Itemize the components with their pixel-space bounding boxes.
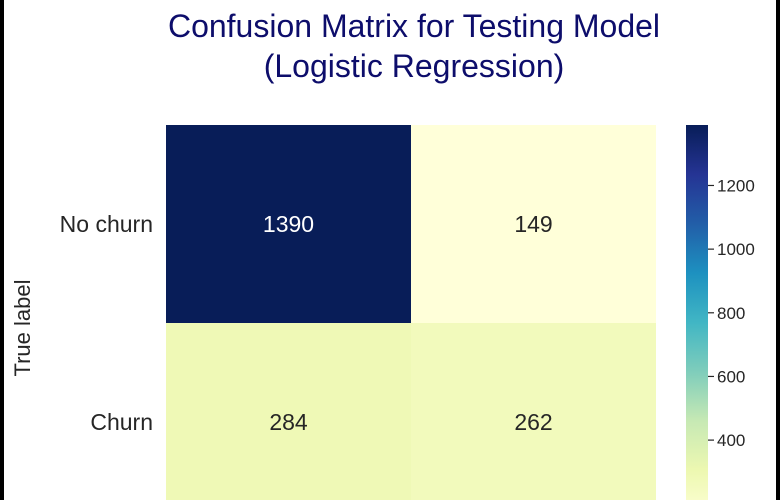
heatmap-cell-r1-c1	[411, 323, 656, 500]
heatmap-cell-r1-c0	[166, 323, 411, 500]
colorbar	[686, 125, 708, 500]
cell-value-r1-c1: 262	[514, 409, 552, 435]
row-label-1: Churn	[90, 409, 153, 435]
chart-frame: Confusion Matrix for Testing Model (Logi…	[4, 0, 776, 500]
chart-title: Confusion Matrix for Testing Model (Logi…	[4, 6, 776, 86]
colorbar-tick-label-1: 1000	[717, 240, 755, 259]
colorbar-tick-label-2: 800	[717, 304, 745, 323]
cell-value-r0-c0: 1390	[263, 211, 314, 237]
chart-title-line-1: Confusion Matrix for Testing Model	[167, 8, 661, 44]
heatmap-svg: 1390 149 284 262 No churn Churn 1200 1000 800 6…	[60, 125, 755, 500]
heatmap-cell-r0-c1	[411, 125, 656, 323]
y-axis-label: True label	[10, 279, 35, 377]
cell-value-r0-c1: 149	[514, 211, 552, 237]
heatmap-cell-r0-c0	[166, 125, 411, 323]
cell-value-r1-c0: 284	[269, 409, 308, 435]
colorbar-tick-label-3: 600	[717, 367, 745, 386]
colorbar-tick-label-0: 1200	[717, 176, 755, 195]
row-label-0: No churn	[60, 211, 153, 237]
colorbar-tick-label-4: 400	[717, 431, 745, 450]
chart-title-line-2: (Logistic Regression)	[263, 48, 565, 84]
